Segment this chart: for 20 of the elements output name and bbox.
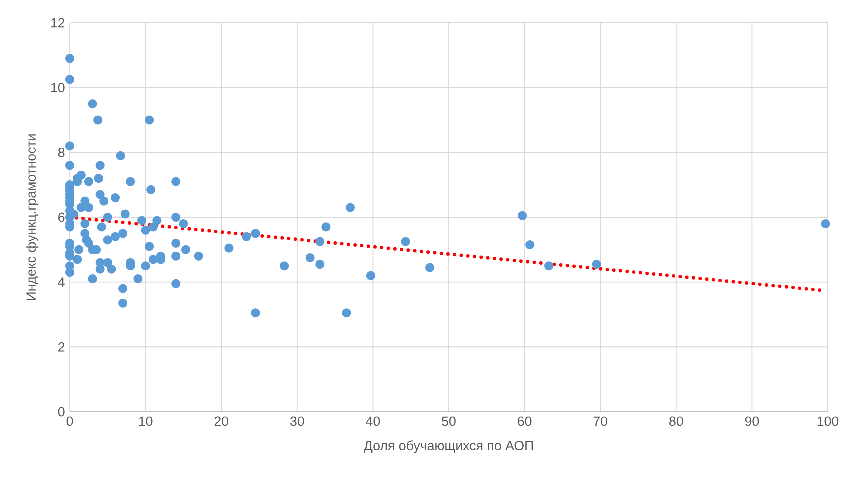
x-tick-label: 40: [366, 416, 380, 426]
x-axis-title: Доля обучающихся по АОП: [364, 440, 534, 454]
y-tick-label: 4: [58, 278, 65, 287]
y-tick-label: 8: [58, 148, 65, 158]
x-tick-label: 30: [290, 416, 304, 426]
x-tick-label: 90: [745, 416, 760, 426]
x-tick-label: 80: [670, 416, 684, 426]
x-tick-label: 20: [214, 416, 229, 426]
y-tick-label: 10: [51, 83, 65, 93]
y-axis-title: Индекс функц.грамотности: [26, 134, 39, 300]
x-tick-label: 50: [442, 416, 456, 426]
y-tick-label: 6: [58, 212, 65, 222]
x-tick-label: 0: [66, 416, 74, 426]
y-tick-label: 0: [58, 407, 65, 417]
x-tick-label: 10: [139, 416, 153, 426]
x-tick-label: 70: [594, 416, 608, 426]
x-tick-label: 60: [518, 416, 532, 426]
x-tick-label: 100: [818, 416, 839, 426]
y-tick-label: 2: [58, 342, 65, 352]
y-tick-label: 12: [51, 18, 65, 28]
